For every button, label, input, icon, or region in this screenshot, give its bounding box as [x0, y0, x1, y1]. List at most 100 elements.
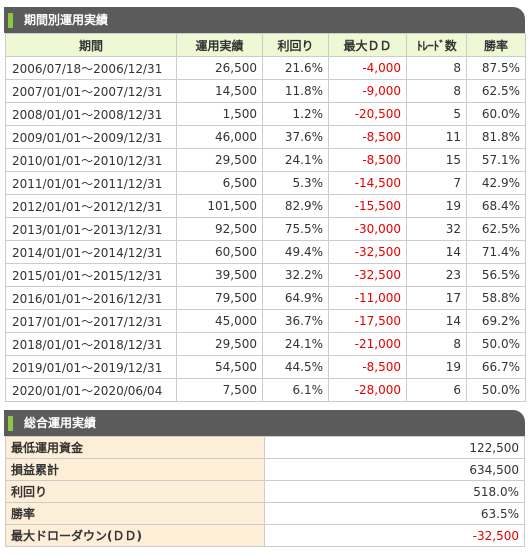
total-row-label: 最低運用資金 [5, 436, 265, 459]
cell-period: 2011/01/01～2011/12/31 [5, 171, 177, 195]
total-row-label: 勝率 [5, 502, 265, 525]
table-row: 2016/01/01～2016/12/31 79,500 64.9% -11,000 1… [5, 286, 526, 310]
cell-profit: 26,500 [176, 56, 263, 80]
cell-yield: 32.2% [262, 263, 329, 287]
table-row: 2010/01/01～2010/12/31 29,500 24.1% -8,500 15… [5, 148, 526, 172]
cell-max-dd: -4,000 [328, 56, 407, 80]
cell-period: 2020/01/01～2020/06/04 [5, 378, 177, 402]
table-row: 2007/01/01～2007/12/31 14,500 11.8% -9,000 8 6… [5, 79, 526, 103]
cell-profit: 101,500 [176, 194, 263, 218]
cell-max-dd: -32,500 [328, 263, 407, 287]
cell-win-rate: 87.5% [466, 56, 526, 80]
total-row-value: 63.5% [264, 502, 525, 525]
cell-win-rate: 57.1% [466, 148, 526, 172]
cell-profit: 29,500 [176, 148, 263, 172]
cell-period: 2018/01/01～2018/12/31 [5, 332, 177, 356]
total-row: 利回り 518.0% [5, 480, 525, 503]
total-row: 最低運用資金 122,500 [5, 436, 525, 459]
total-row-label: 利回り [5, 480, 265, 503]
cell-yield: 1.2% [262, 102, 329, 126]
cell-yield: 5.3% [262, 171, 329, 195]
cell-trades: 6 [406, 378, 467, 402]
table-row: 2011/01/01～2011/12/31 6,500 5.3% -14,500 7 42… [5, 171, 526, 195]
cell-win-rate: 69.2% [466, 309, 526, 333]
cell-trades: 19 [406, 355, 467, 379]
total-results-table: 最低運用資金 122,500 損益累計 634,500 利回り 518.0% 勝率 63.5%… [5, 436, 525, 547]
cell-max-dd: -14,500 [328, 171, 407, 195]
cell-profit: 92,500 [176, 217, 263, 241]
cell-trades: 5 [406, 102, 467, 126]
cell-trades: 14 [406, 240, 467, 264]
cell-yield: 24.1% [262, 332, 329, 356]
cell-win-rate: 60.0% [466, 102, 526, 126]
column-header-max-dd: 最大ＤＤ [328, 33, 407, 57]
cell-profit: 60,500 [176, 240, 263, 264]
cell-yield: 24.1% [262, 148, 329, 172]
cell-profit: 79,500 [176, 286, 263, 310]
cell-max-dd: -28,000 [328, 378, 407, 402]
period-results-table: 期間 運用実績 利回り 最大ＤＤ ﾄﾚｰﾄﾞ数 勝率 2006/07/18～20… [5, 33, 526, 402]
cell-yield: 44.5% [262, 355, 329, 379]
cell-period: 2009/01/01～2009/12/31 [5, 125, 177, 149]
cell-trades: 8 [406, 332, 467, 356]
cell-max-dd: -21,000 [328, 332, 407, 356]
cell-win-rate: 71.4% [466, 240, 526, 264]
cell-win-rate: 81.8% [466, 125, 526, 149]
cell-max-dd: -32,500 [328, 240, 407, 264]
total-row-value: 518.0% [264, 480, 525, 503]
cell-profit: 39,500 [176, 263, 263, 287]
total-row-value: 122,500 [264, 436, 525, 459]
table-row: 2008/01/01～2008/12/31 1,500 1.2% -20,500 5 60… [5, 102, 526, 126]
cell-win-rate: 62.5% [466, 79, 526, 103]
cell-max-dd: -9,000 [328, 79, 407, 103]
cell-period: 2013/01/01～2013/12/31 [5, 217, 177, 241]
cell-period: 2007/01/01～2007/12/31 [5, 79, 177, 103]
cell-win-rate: 68.4% [466, 194, 526, 218]
period-results-title: 期間別運用実績 [24, 13, 109, 27]
cell-trades: 23 [406, 263, 467, 287]
cell-max-dd: -15,500 [328, 194, 407, 218]
total-results-header: 総合運用実績 [4, 410, 525, 436]
cell-period: 2006/07/18～2006/12/31 [5, 56, 177, 80]
cell-max-dd: -20,500 [328, 102, 407, 126]
total-row-value: 634,500 [264, 458, 525, 481]
cell-max-dd: -8,500 [328, 148, 407, 172]
cell-trades: 7 [406, 171, 467, 195]
cell-trades: 17 [406, 286, 467, 310]
cell-win-rate: 56.5% [466, 263, 526, 287]
cell-yield: 49.4% [262, 240, 329, 264]
table-row: 2017/01/01～2017/12/31 45,000 36.7% -17,500 1… [5, 309, 526, 333]
column-header-period: 期間 [5, 33, 177, 57]
column-header-yield: 利回り [262, 33, 329, 57]
cell-yield: 64.9% [262, 286, 329, 310]
table-row: 2013/01/01～2013/12/31 92,500 75.5% -30,000 3… [5, 217, 526, 241]
table-row: 2015/01/01～2015/12/31 39,500 32.2% -32,500 2… [5, 263, 526, 287]
total-row: 損益累計 634,500 [5, 458, 525, 481]
cell-period: 2008/01/01～2008/12/31 [5, 102, 177, 126]
cell-trades: 32 [406, 217, 467, 241]
cell-win-rate: 66.7% [466, 355, 526, 379]
table-row: 2020/01/01～2020/06/04 7,500 6.1% -28,000 6 50… [5, 378, 526, 402]
cell-win-rate: 62.5% [466, 217, 526, 241]
cell-max-dd: -30,000 [328, 217, 407, 241]
table-row: 2018/01/01～2018/12/31 29,500 24.1% -21,000 8… [5, 332, 526, 356]
total-row: 最大ドローダウン(ＤＤ) -32,500 [5, 524, 525, 547]
cell-period: 2019/01/01～2019/12/31 [5, 355, 177, 379]
total-row-value: -32,500 [264, 524, 525, 547]
cell-win-rate: 58.8% [466, 286, 526, 310]
cell-period: 2012/01/01～2012/12/31 [5, 194, 177, 218]
cell-trades: 8 [406, 56, 467, 80]
total-row-label: 損益累計 [5, 458, 265, 481]
cell-yield: 21.6% [262, 56, 329, 80]
period-table-header-row: 期間 運用実績 利回り 最大ＤＤ ﾄﾚｰﾄﾞ数 勝率 [5, 33, 526, 57]
total-row-label: 最大ドローダウン(ＤＤ) [5, 524, 265, 547]
cell-profit: 29,500 [176, 332, 263, 356]
table-row: 2019/01/01～2019/12/31 54,500 44.5% -8,500 19… [5, 355, 526, 379]
cell-yield: 6.1% [262, 378, 329, 402]
column-header-win-rate: 勝率 [466, 33, 526, 57]
table-row: 2014/01/01～2014/12/31 60,500 49.4% -32,500 1… [5, 240, 526, 264]
cell-win-rate: 50.0% [466, 332, 526, 356]
header-accent-bar [8, 13, 13, 28]
cell-profit: 46,000 [176, 125, 263, 149]
cell-profit: 6,500 [176, 171, 263, 195]
